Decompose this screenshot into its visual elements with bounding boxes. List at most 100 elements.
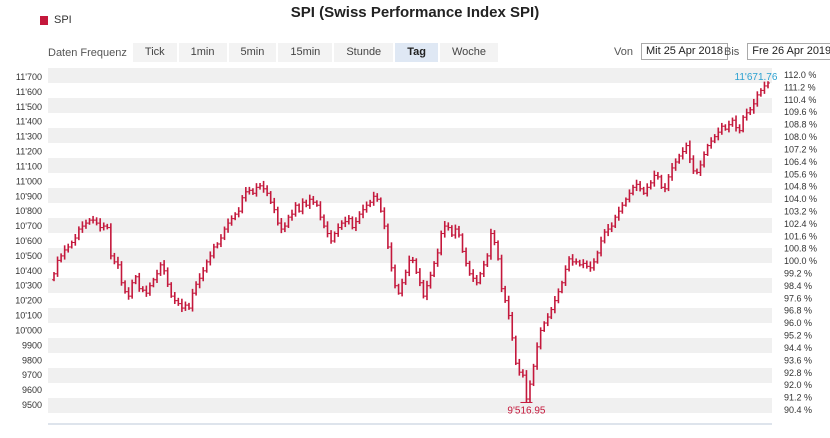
legend[interactable]: SPI	[40, 14, 72, 26]
y-tick-label: 10'100	[15, 311, 42, 321]
y2-tick-label: 100.0 %	[784, 256, 817, 266]
date-from-label: Von	[614, 45, 633, 58]
ohlc-bar	[659, 174, 664, 189]
y2-tick-label: 108.8 %	[784, 120, 817, 130]
y2-tick-label: 94.4 %	[784, 343, 812, 353]
date-from-input[interactable]: Mit 25 Apr 2018	[640, 43, 729, 60]
y2-tick-label: 101.6 %	[784, 231, 817, 241]
y-tick-label: 11'500	[16, 102, 42, 112]
y2-tick-label: 108.0 %	[784, 132, 817, 142]
grid-band	[48, 188, 772, 203]
ohlc-bar	[364, 201, 369, 213]
y-tick-label: 9900	[22, 340, 42, 350]
ohlc-bar	[762, 81, 767, 94]
ohlc-bar	[218, 234, 223, 248]
y-tick-label: 10'700	[15, 221, 42, 231]
grid-band	[48, 98, 772, 113]
y2-tick-label: 107.2 %	[784, 144, 817, 154]
y-tick-label: 9600	[22, 385, 42, 395]
ohlc-bar	[176, 297, 181, 306]
y2-tick-label: 109.6 %	[784, 107, 817, 117]
y2-tick-label: 95.2 %	[784, 331, 812, 341]
y2-tick-label: 98.4 %	[784, 281, 812, 291]
ohlc-bar	[236, 207, 241, 218]
y2-tick-label: 90.4 %	[784, 405, 812, 415]
legend-label: SPI	[54, 14, 72, 26]
ohlc-bar	[215, 242, 220, 249]
y2-tick-label: 104.0 %	[784, 194, 817, 204]
y2-tick-label: 92.8 %	[784, 368, 812, 378]
ohlc-bar	[158, 262, 163, 276]
y-axis-left: 9500 9600 9700 9800 9900 10'000 10'100 10'200 10…	[15, 72, 42, 410]
ohlc-bar	[652, 170, 657, 187]
ohlc-bar	[318, 201, 323, 221]
freq-button-1min[interactable]: 1min	[178, 43, 227, 62]
grid-band	[48, 68, 772, 83]
y2-tick-label: 100.8 %	[784, 244, 817, 254]
y2-tick-label: 112.0 %	[784, 70, 816, 80]
y-tick-label: 11'300	[16, 132, 42, 142]
freq-button-5min[interactable]: 5min	[228, 43, 277, 62]
ohlc-bar	[766, 81, 770, 89]
y-tick-label: 9800	[22, 355, 42, 365]
y-tick-label: 9500	[22, 400, 42, 410]
y2-tick-label: 102.4 %	[784, 219, 817, 229]
grid-band	[48, 278, 772, 293]
ohlc-bar	[620, 202, 625, 214]
date-to-group: Bis Fre 26 Apr 2019	[724, 43, 830, 60]
y2-tick-label: 104.8 %	[784, 182, 817, 192]
grid-band	[48, 218, 772, 233]
date-to-input[interactable]: Fre 26 Apr 2019	[747, 43, 830, 60]
frequency-label: Daten Frequenz	[48, 46, 127, 59]
max-label: 11'671.76	[735, 72, 778, 83]
legend-swatch	[40, 15, 48, 25]
freq-button-15min[interactable]: 15min	[278, 43, 333, 62]
freq-button-stunde[interactable]: Stunde	[334, 43, 394, 62]
ohlc-bar	[481, 260, 486, 278]
ohlc-bar	[467, 260, 472, 276]
frequency-toolbar: Daten Frequenz Tick 1min 5min 15min Stun…	[48, 43, 500, 62]
y-tick-label: 10'800	[15, 206, 42, 216]
y2-tick-label: 106.4 %	[784, 157, 817, 167]
grid-bands	[48, 68, 772, 413]
freq-button-tag[interactable]: Tag	[395, 43, 438, 62]
y-tick-label: 11'000	[16, 176, 42, 186]
ohlc-bar	[705, 143, 710, 156]
min-label: 9'516.95	[507, 405, 545, 416]
grid-band	[48, 128, 772, 143]
y-tick-label: 11'700	[16, 72, 42, 82]
ohlc-bar	[69, 240, 74, 249]
date-from-group: Von Mit 25 Apr 2018	[614, 43, 729, 60]
y-tick-label: 9700	[22, 370, 42, 380]
y2-tick-label: 96.8 %	[784, 306, 812, 316]
ohlc-bar	[730, 117, 735, 127]
freq-button-tick[interactable]: Tick	[132, 43, 177, 62]
ohlc-bar	[361, 204, 366, 219]
y-tick-label: 11'100	[16, 161, 42, 171]
grid-band	[48, 248, 772, 263]
y2-tick-label: 92.0 %	[784, 380, 812, 390]
annotations: 11'671.76 9'516.95	[507, 72, 777, 416]
grid-band	[48, 368, 772, 383]
y2-tick-label: 93.6 %	[784, 355, 812, 365]
freq-button-woche[interactable]: Woche	[439, 43, 498, 62]
grid-band	[48, 398, 772, 413]
y-tick-label: 10'300	[15, 281, 42, 291]
y2-tick-label: 99.2 %	[784, 269, 812, 279]
y2-tick-label: 97.6 %	[784, 293, 812, 303]
y2-tick-label: 110.4 %	[784, 95, 816, 105]
ohlc-bar	[73, 233, 78, 246]
y-tick-label: 10'900	[15, 191, 42, 201]
ohlc-bar	[432, 261, 437, 278]
y-tick-label: 10'500	[15, 251, 42, 261]
chart-title: SPI (Swiss Performance Index SPI)	[290, 4, 540, 21]
y2-tick-label: 96.0 %	[784, 318, 812, 328]
y-tick-label: 11'200	[16, 147, 42, 157]
date-to-label: Bis	[724, 45, 740, 58]
y2-tick-label: 111.2 %	[784, 82, 816, 92]
y-tick-label: 10'400	[15, 266, 42, 276]
ohlc-bar	[758, 88, 763, 97]
ohlc-bar	[293, 202, 298, 217]
ohlc-series	[52, 81, 770, 403]
